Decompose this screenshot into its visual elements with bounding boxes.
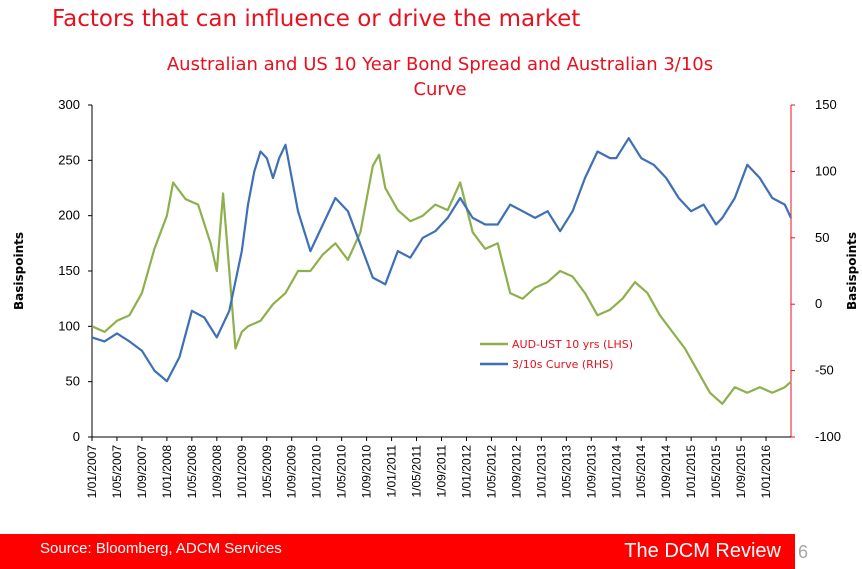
x-tick-label: 1/05/2014: [634, 445, 648, 499]
left-tick-label: 150: [58, 263, 80, 278]
x-tick-label: 1/05/2007: [110, 445, 124, 499]
x-tick-label: 1/05/2009: [260, 445, 274, 499]
brand-label: The DCM Review: [624, 540, 781, 562]
x-tick-label: 1/01/2011: [385, 445, 399, 498]
page-number: 6: [798, 542, 809, 562]
x-tick-label: 1/05/2010: [335, 445, 349, 499]
left-tick-label: 250: [58, 152, 80, 167]
x-tick-label: 1/05/2012: [484, 445, 498, 499]
x-tick-label: 1/01/2010: [310, 445, 324, 499]
right-tick-label: 0: [815, 296, 822, 311]
left-tick-label: 300: [58, 97, 80, 112]
x-tick-label: 1/09/2014: [659, 445, 673, 499]
x-tick-label: 1/09/2007: [135, 445, 149, 499]
x-tick-label: 1/01/2013: [534, 445, 548, 499]
left-tick-label: 100: [58, 318, 80, 333]
right-tick-label: -100: [815, 429, 841, 444]
x-tick-label: 1/09/2011: [435, 445, 449, 498]
footer-bar: Source: Bloomberg, ADCM Services The DCM…: [0, 534, 795, 569]
left-tick-label: 50: [66, 374, 80, 389]
x-tick-label: 1/09/2013: [584, 445, 598, 499]
series-line-aud-ust: [91, 153, 792, 405]
bond-spread-chart: 0 50 100 150 200 250 300 -100 -50 0 50 100 150 1/01/2…: [12, 97, 859, 499]
series-line-3-10s-curve: [91, 137, 792, 383]
legend-label: AUD-UST 10 yrs (LHS): [512, 338, 633, 351]
x-tick-label: 1/09/2008: [210, 445, 224, 499]
x-tick-label: 1/01/2014: [609, 445, 623, 499]
right-tick-label: 100: [815, 163, 837, 178]
chart-title-line-2: Curve: [413, 79, 467, 100]
left-tick-label: 0: [73, 429, 80, 444]
x-tick-label: 1/01/2015: [684, 445, 698, 499]
x-tick-label: 1/05/2015: [709, 445, 723, 499]
x-tick-label: 1/01/2016: [759, 445, 773, 499]
x-tick-label: 1/01/2007: [85, 445, 99, 499]
left-tick-label: 200: [58, 208, 80, 223]
x-tick-label: 1/05/2008: [185, 445, 199, 499]
right-tick-label: 150: [815, 97, 837, 112]
x-tick-label: 1/05/2013: [559, 445, 573, 499]
right-tick-label: -50: [815, 363, 834, 378]
slide-title: Factors that can influence or drive the …: [52, 6, 581, 32]
left-axis-title: Basispoints: [12, 232, 26, 310]
source-note: Source: Bloomberg, ADCM Services: [40, 540, 282, 557]
x-tick-label: 1/01/2009: [235, 445, 249, 499]
legend-label: 3/10s Curve (RHS): [512, 358, 613, 371]
x-tick-label: 1/09/2012: [509, 445, 523, 499]
chart-title: Australian and US 10 Year Bond Spread an…: [90, 52, 790, 102]
x-tick-label: 1/01/2012: [459, 445, 473, 499]
right-axis-title: Basispoints: [845, 232, 859, 310]
right-tick-label: 50: [815, 230, 829, 245]
x-tick-label: 1/09/2010: [360, 445, 374, 499]
x-tick-label: 1/05/2011: [410, 445, 424, 498]
x-tick-label: 1/09/2009: [285, 445, 299, 499]
chart-title-line-1: Australian and US 10 Year Bond Spread an…: [166, 54, 714, 75]
x-tick-label: 1/09/2015: [734, 445, 748, 499]
x-tick-label: 1/01/2008: [160, 445, 174, 499]
